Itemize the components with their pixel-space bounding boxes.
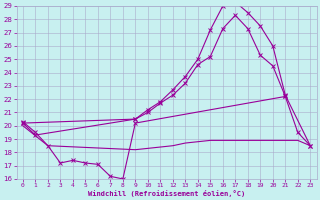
X-axis label: Windchill (Refroidissement éolien,°C): Windchill (Refroidissement éolien,°C) (88, 190, 245, 197)
